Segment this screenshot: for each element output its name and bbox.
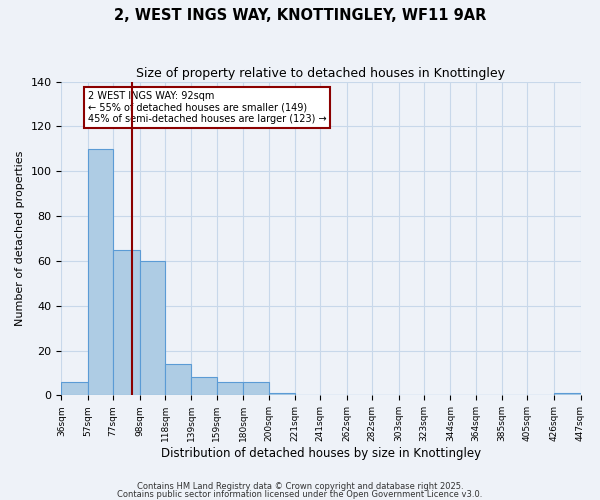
Bar bbox=[217, 382, 243, 396]
Text: Contains HM Land Registry data © Crown copyright and database right 2025.: Contains HM Land Registry data © Crown c… bbox=[137, 482, 463, 491]
Text: 2 WEST INGS WAY: 92sqm
← 55% of detached houses are smaller (149)
45% of semi-de: 2 WEST INGS WAY: 92sqm ← 55% of detached… bbox=[88, 90, 326, 124]
Bar bbox=[243, 382, 269, 396]
Bar bbox=[140, 261, 165, 396]
Title: Size of property relative to detached houses in Knottingley: Size of property relative to detached ho… bbox=[136, 68, 505, 80]
Bar bbox=[113, 250, 140, 396]
Text: Contains public sector information licensed under the Open Government Licence v3: Contains public sector information licen… bbox=[118, 490, 482, 499]
Bar bbox=[554, 393, 581, 396]
Bar bbox=[269, 393, 295, 396]
Bar bbox=[61, 382, 88, 396]
X-axis label: Distribution of detached houses by size in Knottingley: Distribution of detached houses by size … bbox=[161, 447, 481, 460]
Y-axis label: Number of detached properties: Number of detached properties bbox=[15, 151, 25, 326]
Bar bbox=[191, 378, 217, 396]
Bar bbox=[88, 149, 113, 396]
Text: 2, WEST INGS WAY, KNOTTINGLEY, WF11 9AR: 2, WEST INGS WAY, KNOTTINGLEY, WF11 9AR bbox=[114, 8, 486, 22]
Bar bbox=[165, 364, 191, 396]
